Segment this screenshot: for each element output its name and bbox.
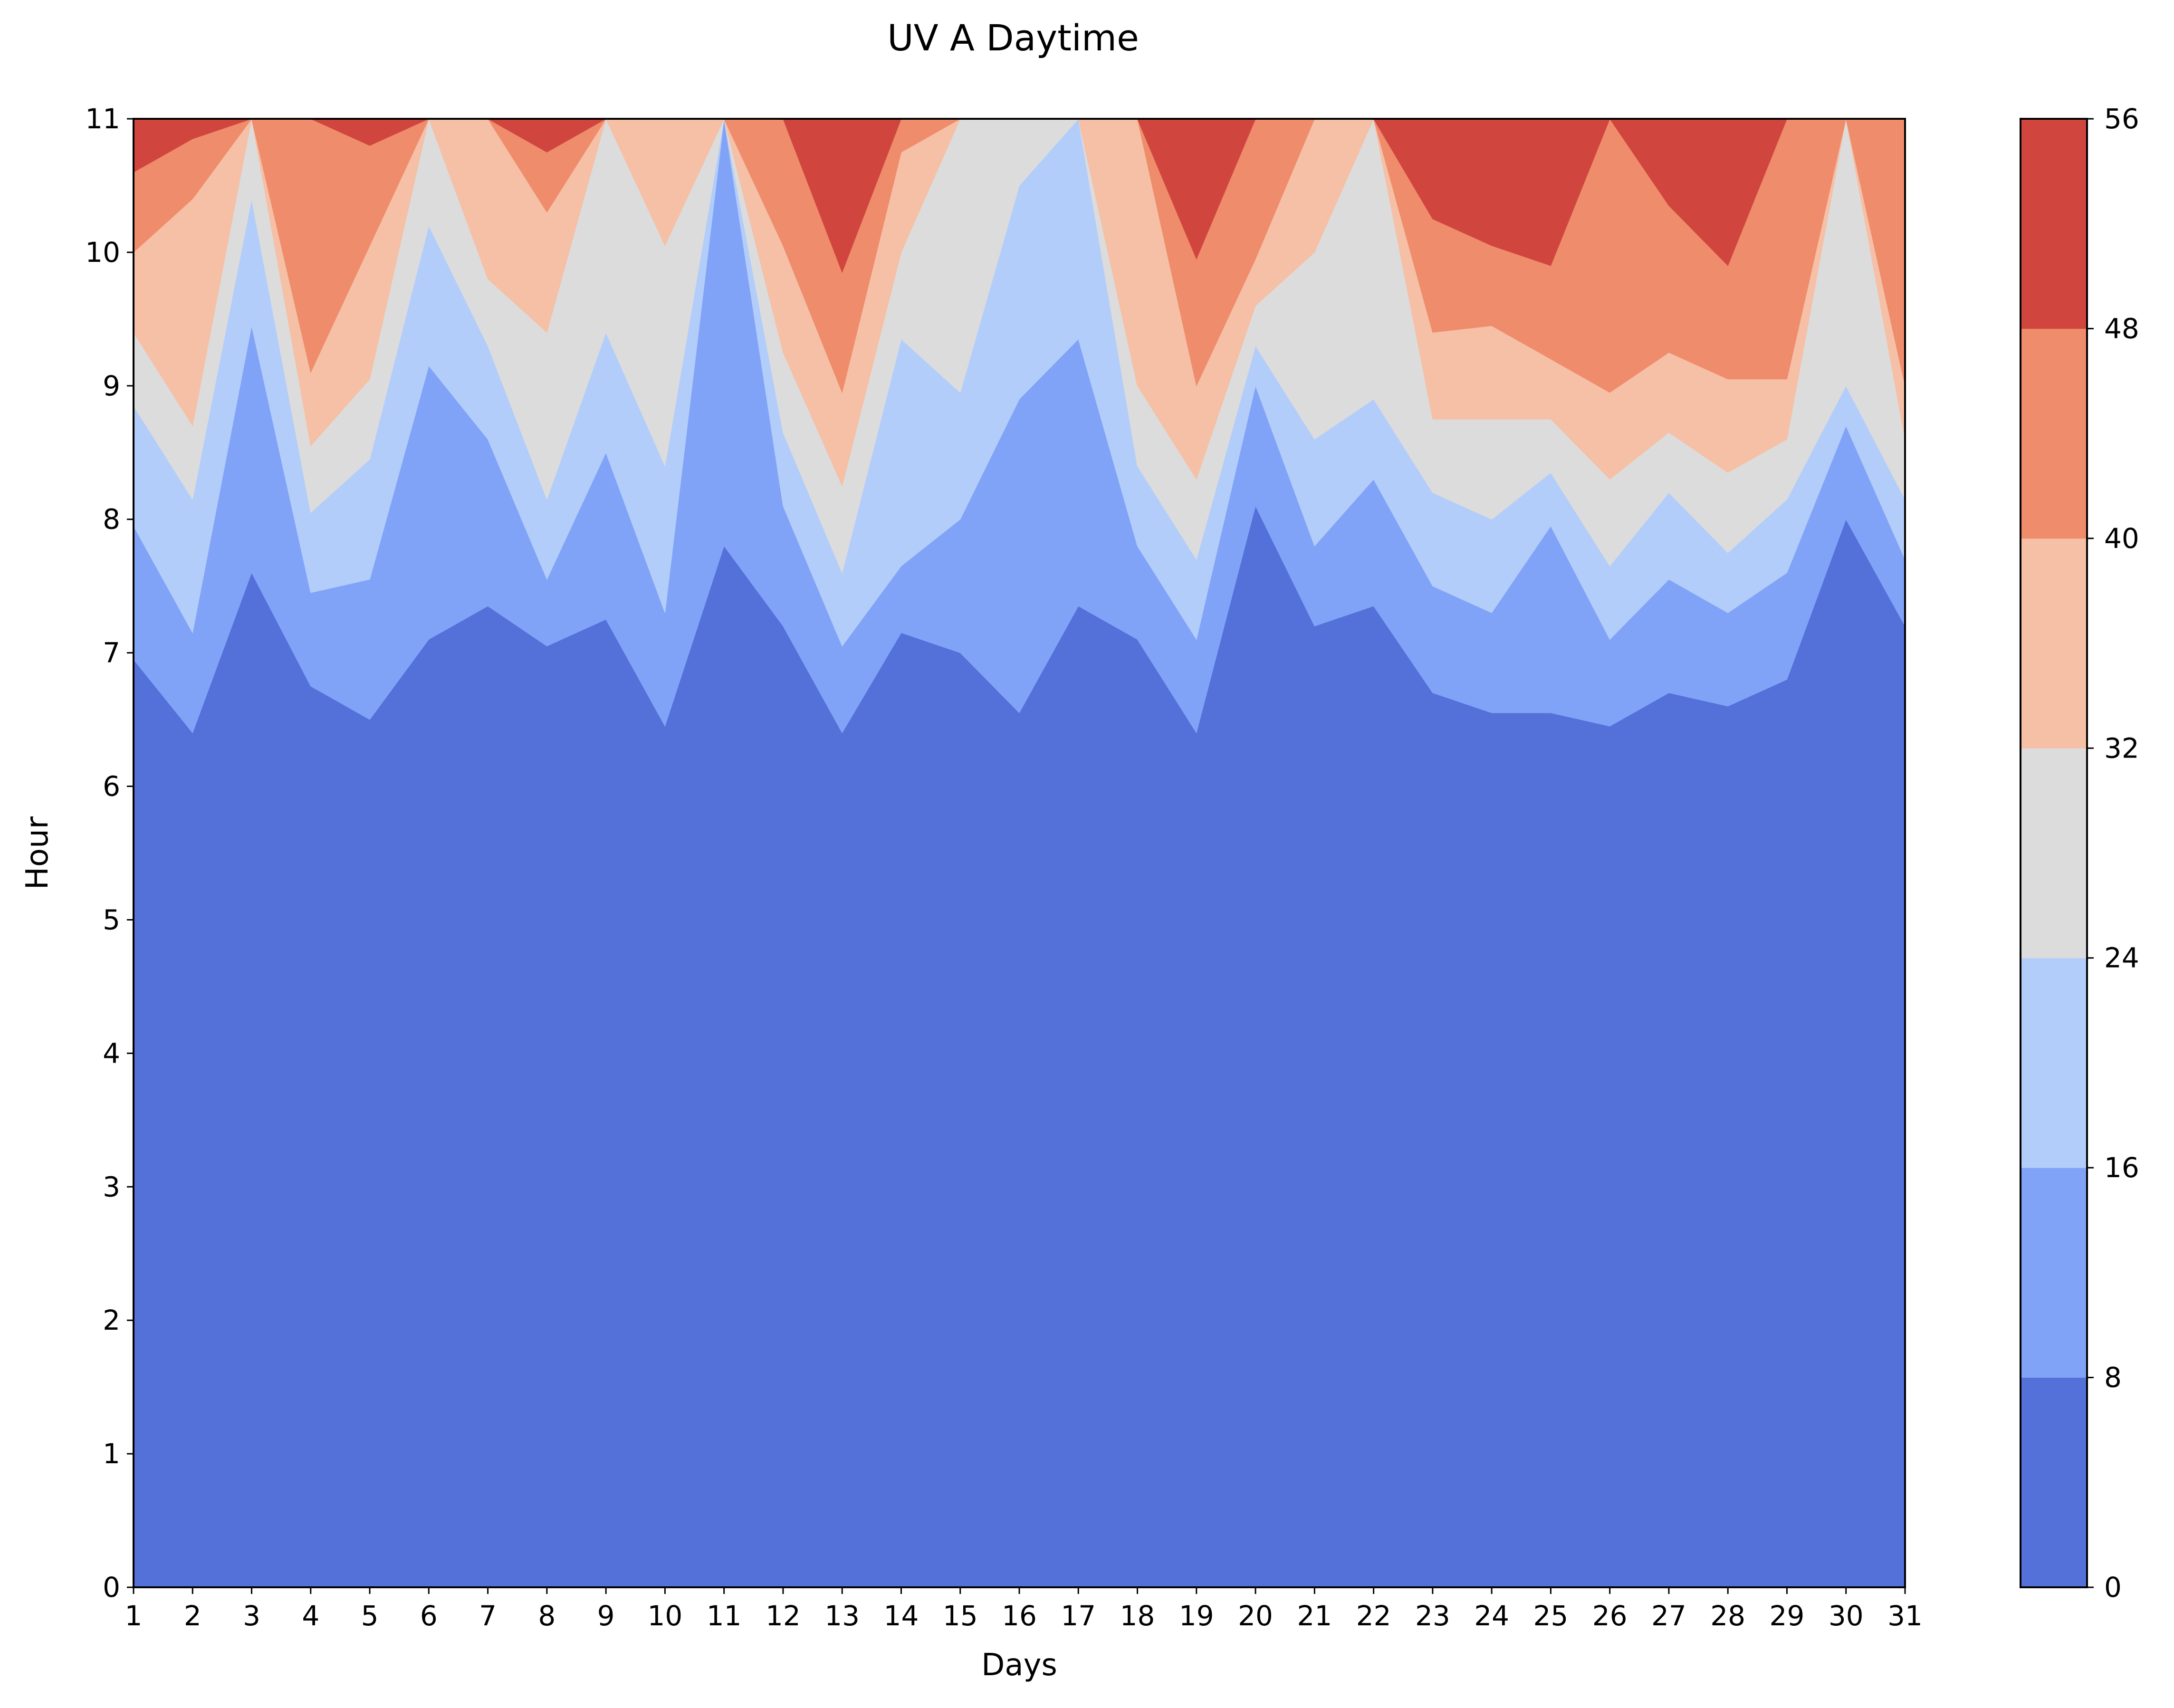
x-tick-label: 15 — [943, 1600, 978, 1632]
colorbar-tick-label: 32 — [2104, 732, 2139, 764]
colorbar-swatch-0-8 — [2020, 1377, 2088, 1588]
y-tick-label: 0 — [103, 1571, 120, 1603]
colorbar-swatch-32-40 — [2020, 538, 2088, 748]
x-tick-label: 28 — [1710, 1600, 1745, 1632]
x-tick-label: 7 — [479, 1600, 497, 1632]
x-tick-label: 23 — [1415, 1600, 1450, 1632]
colorbar-tick-label: 8 — [2104, 1362, 2122, 1394]
x-tick-label: 1 — [125, 1600, 143, 1632]
x-tick-label: 25 — [1533, 1600, 1568, 1632]
x-tick-label: 2 — [184, 1600, 201, 1632]
y-tick-label: 7 — [103, 637, 120, 669]
y-tick-label: 10 — [85, 236, 120, 269]
colorbar-frame — [2020, 118, 2088, 1588]
x-tick-label: 12 — [766, 1600, 801, 1632]
x-tick-label: 27 — [1651, 1600, 1686, 1632]
colorbar-swatch-48-56 — [2020, 118, 2088, 329]
y-tick-label: 11 — [85, 103, 120, 135]
colorbar-swatch-24-32 — [2020, 748, 2088, 959]
colorbar-tick-label: 48 — [2104, 312, 2139, 345]
y-tick-label: 8 — [103, 503, 120, 536]
x-tick-label: 29 — [1770, 1600, 1805, 1632]
colorbar-swatch-8-16 — [2020, 1167, 2088, 1378]
colorbar-tick-label: 56 — [2104, 103, 2139, 135]
colorbar-tick-label: 16 — [2104, 1151, 2139, 1184]
x-tick-label: 31 — [1887, 1600, 1923, 1632]
x-tick-label: 21 — [1297, 1600, 1332, 1632]
x-tick-label: 14 — [884, 1600, 919, 1632]
y-tick-label: 2 — [103, 1304, 120, 1336]
x-tick-label: 9 — [597, 1600, 615, 1632]
y-tick-label: 1 — [103, 1438, 120, 1470]
colorbar-swatch-16-24 — [2020, 958, 2088, 1168]
y-tick-label: 3 — [103, 1171, 120, 1203]
y-tick-label: 4 — [103, 1037, 120, 1069]
x-tick-label: 26 — [1592, 1600, 1628, 1632]
x-tick-label: 24 — [1474, 1600, 1509, 1632]
x-tick-label: 5 — [361, 1600, 379, 1632]
x-tick-label: 30 — [1829, 1600, 1864, 1632]
x-tick-label: 10 — [647, 1600, 682, 1632]
x-tick-label: 11 — [707, 1600, 742, 1632]
x-tick-label: 4 — [302, 1600, 319, 1632]
colorbar-swatch-40-48 — [2020, 328, 2088, 539]
colorbar-tick-label: 24 — [2104, 942, 2139, 974]
x-tick-label: 20 — [1238, 1600, 1273, 1632]
x-tick-label: 22 — [1356, 1600, 1391, 1632]
x-axis-label: Days — [981, 1648, 1057, 1683]
y-tick-label: 5 — [103, 903, 120, 936]
plot-area: 1 2 3 4 5 6 7 8 9 10 11 12 13 14 15 16 17 18 19 20 21 22 23 24 2… — [85, 103, 1923, 1632]
x-tick-label: 13 — [824, 1600, 860, 1632]
x-tick-label: 3 — [243, 1600, 260, 1632]
x-tick-label: 16 — [1002, 1600, 1037, 1632]
chart-title: UV A Daytime — [887, 17, 1139, 59]
x-tick-label: 6 — [420, 1600, 438, 1632]
x-tick-label: 18 — [1120, 1600, 1155, 1632]
x-tick-label: 17 — [1061, 1600, 1096, 1632]
x-tick-label: 19 — [1179, 1600, 1214, 1632]
y-axis-label: Hour — [20, 816, 55, 890]
colorbar: 0 8 16 24 32 40 48 56 — [2020, 103, 2139, 1603]
colorbar-tick-label: 40 — [2104, 522, 2139, 555]
y-tick-label: 6 — [103, 770, 120, 803]
x-tick-label: 8 — [538, 1600, 555, 1632]
y-tick-label: 9 — [103, 370, 120, 402]
colorbar-tick-label: 0 — [2104, 1571, 2122, 1603]
